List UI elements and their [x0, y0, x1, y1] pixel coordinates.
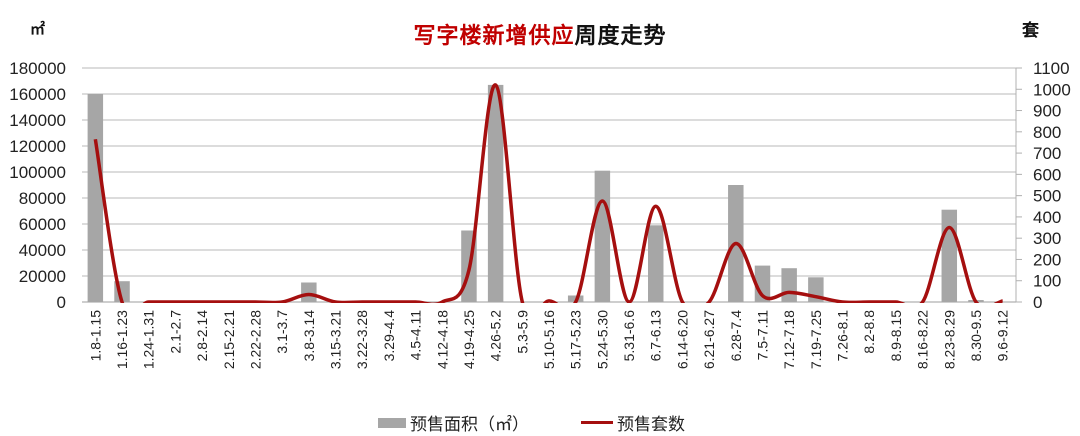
left-tick-label: 140000 [9, 111, 66, 130]
x-tick-label: 9.6-9.12 [995, 310, 1011, 362]
x-tick-label: 4.26-5.2 [488, 310, 504, 362]
legend-item-units: 预售套数 [581, 410, 685, 435]
x-tick-label: 3.15-3.21 [328, 310, 344, 369]
left-tick-label: 40000 [19, 241, 66, 260]
x-tick-label: 2.22-2.28 [247, 310, 263, 369]
x-tick-label: 6.28-7.4 [728, 310, 744, 362]
left-tick-label: 80000 [19, 189, 66, 208]
x-tick-label: 3.1-3.7 [274, 310, 290, 354]
right-tick-label: 300 [1033, 229, 1061, 248]
right-tick-label: 500 [1033, 187, 1061, 206]
x-tick-label: 8.2-8.8 [861, 310, 877, 354]
x-tick-label: 4.19-4.25 [461, 310, 477, 369]
line-swatch-icon [581, 421, 613, 424]
bar [87, 94, 104, 302]
left-tick-label: 60000 [19, 215, 66, 234]
x-tick-label: 8.9-8.15 [888, 310, 904, 362]
left-tick-label: 0 [57, 293, 66, 312]
x-tick-label: 1.16-1.23 [114, 310, 130, 369]
chart-title-red: 写字楼新增供应 [413, 24, 575, 49]
x-tick-label: 7.5-7.11 [754, 310, 770, 361]
x-tick-label: 5.24-5.30 [594, 310, 610, 369]
x-tick-label: 3.22-3.28 [354, 310, 370, 369]
x-tick-label: 2.1-2.7 [167, 310, 183, 354]
left-axis-unit: ㎡ [30, 20, 46, 38]
legend-item-area: 预售面积（㎡） [378, 410, 529, 435]
left-tick-label: 160000 [9, 85, 66, 104]
x-tick-label: 5.10-5.16 [541, 310, 557, 369]
right-tick-label: 900 [1033, 102, 1061, 121]
right-tick-label: 600 [1033, 165, 1061, 184]
x-tick-label: 3.29-4.4 [381, 310, 397, 362]
bar-swatch-icon [378, 417, 406, 428]
bar [941, 209, 958, 302]
left-tick-label: 180000 [9, 59, 66, 78]
x-tick-label: 6.7-6.13 [648, 310, 664, 362]
x-tick-label: 4.12-4.18 [434, 310, 450, 369]
x-tick-label: 7.12-7.18 [781, 310, 797, 369]
bar [594, 170, 611, 302]
left-tick-label: 20000 [19, 267, 66, 286]
units-line [93, 83, 1004, 303]
x-tick-label: 8.30-9.5 [968, 310, 984, 362]
right-tick-label: 1000 [1033, 80, 1071, 99]
x-tick-label: 1.8-1.15 [87, 310, 103, 362]
x-tick-label: 8.16-8.22 [915, 310, 931, 369]
x-tick-label: 7.19-7.25 [808, 310, 824, 369]
right-axis-unit: 套 [1022, 21, 1039, 41]
legend-label-units: 预售套数 [617, 415, 685, 435]
x-tick-label: 7.26-8.1 [835, 310, 851, 362]
right-tick-label: 100 [1033, 272, 1061, 291]
right-tick-label: 400 [1033, 208, 1061, 227]
x-tick-label: 3.8-3.14 [301, 310, 317, 362]
bar [781, 268, 797, 302]
x-tick-label: 2.8-2.14 [194, 310, 210, 362]
bar [487, 84, 504, 303]
x-tick-label: 4.5-4.11 [408, 310, 424, 361]
x-tick-label: 5.31-6.6 [621, 310, 637, 362]
bar [301, 282, 317, 302]
right-tick-label: 700 [1033, 144, 1061, 163]
legend-label-area: 预售面积（㎡） [410, 415, 529, 435]
x-tick-label: 6.14-6.20 [674, 310, 690, 369]
x-tick-label: 2.15-2.21 [221, 310, 237, 369]
legend: 预售面积（㎡） 预售套数 [378, 410, 737, 435]
chart-title-black: 周度走势 [574, 24, 667, 49]
left-tick-label: 120000 [9, 137, 66, 156]
right-tick-label: 800 [1033, 123, 1061, 142]
x-tick-label: 6.21-6.27 [701, 310, 717, 369]
chart-title: 写字楼新增供应周度走势 [0, 18, 1080, 50]
bar [648, 225, 664, 302]
right-tick-label: 0 [1033, 293, 1042, 312]
x-tick-label: 8.23-8.29 [941, 310, 957, 369]
right-tick-label: 200 [1033, 250, 1061, 269]
x-tick-label: 1.24-1.31 [141, 310, 157, 369]
right-tick-label: 1100 [1033, 59, 1070, 78]
x-tick-label: 5.17-5.23 [568, 310, 584, 369]
x-tick-label: 5.3-5.9 [514, 310, 530, 354]
left-tick-label: 100000 [9, 163, 66, 182]
